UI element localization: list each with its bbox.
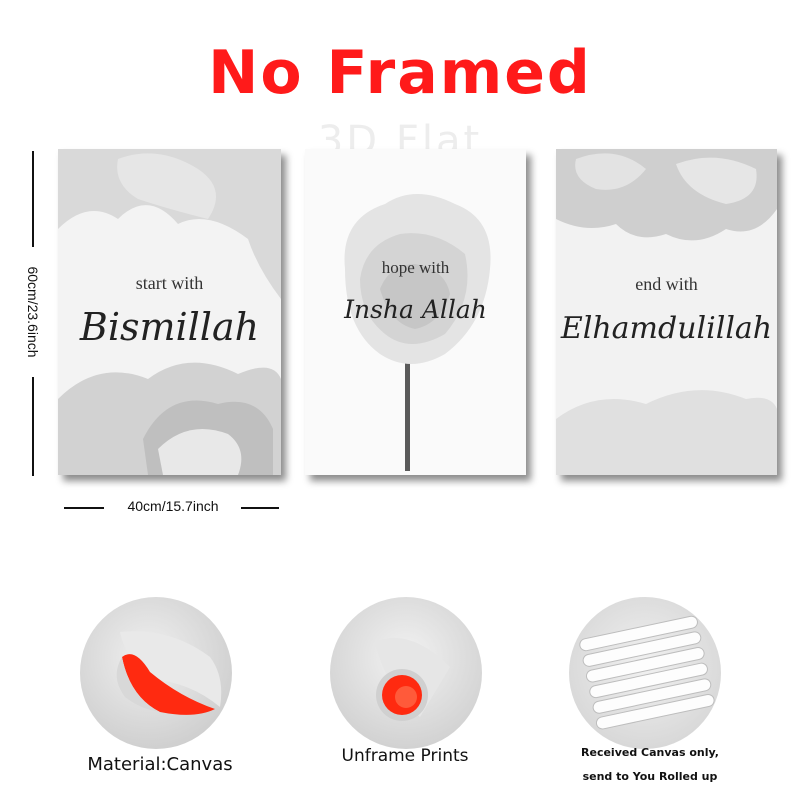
flower-background <box>556 149 777 475</box>
canvas-material-photo <box>80 597 232 749</box>
caption-material: Material:Canvas <box>87 754 233 775</box>
rose-background <box>305 149 526 475</box>
height-dimension-line-top <box>32 151 34 247</box>
caption-unframe: Unframe Prints <box>341 746 469 766</box>
poster-script: Insha Allah <box>344 295 487 324</box>
page-title: No Framed <box>208 38 592 108</box>
flower-background <box>58 149 281 475</box>
caption-received: Received Canvas only, send to You Rolled… <box>560 741 740 789</box>
poster-bismillah: start with Bismillah <box>58 149 281 475</box>
poster-insha-allah: hope with Insha Allah <box>305 149 526 475</box>
canvas-tubes <box>579 615 715 730</box>
width-dimension-line-left <box>64 507 104 509</box>
caption-received-line2: send to You Rolled up <box>582 770 718 783</box>
rolled-canvas-tubes-photo <box>569 597 721 749</box>
poster-line1: end with <box>635 274 698 294</box>
unframe-print-photo <box>330 597 482 749</box>
poster-script: Elhamdulillah <box>560 311 773 346</box>
poster-line1: start with <box>135 273 204 293</box>
width-dimension-label: 40cm/15.7inch <box>127 498 219 514</box>
poster-elhamdulillah: end with Elhamdulillah <box>556 149 777 475</box>
canvas-roll <box>375 637 450 721</box>
poster-line1: hope with <box>381 258 450 277</box>
rolled-canvas-corner <box>116 631 222 715</box>
height-dimension-label: 60cm/23.6inch <box>25 266 41 358</box>
caption-received-line1: Received Canvas only, <box>581 746 719 759</box>
height-dimension-line-bottom <box>32 377 34 476</box>
poster-script: Bismillah <box>79 305 260 349</box>
width-dimension-line-right <box>241 507 279 509</box>
